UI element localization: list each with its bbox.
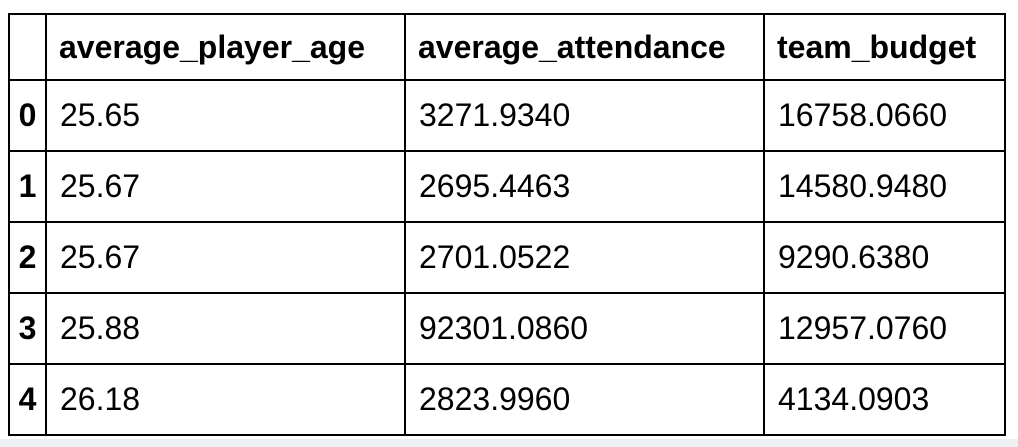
table-cell: 12957.0760	[763, 292, 1006, 365]
header-row: average_player_age average_attendance te…	[8, 13, 1006, 81]
row-index: 2	[8, 221, 47, 294]
dataframe-table: average_player_age average_attendance te…	[8, 13, 1006, 436]
row-index: 4	[8, 363, 47, 436]
table-row: 4 26.18 2823.9960 4134.0903	[8, 363, 1006, 436]
table-header: average_player_age average_attendance te…	[8, 13, 1006, 81]
table-cell: 2701.0522	[404, 221, 765, 294]
next-cell-top-edge	[0, 439, 1018, 447]
table-cell: 25.67	[45, 221, 406, 294]
table-cell: 25.67	[45, 150, 406, 223]
column-header-team-budget: team_budget	[763, 13, 1006, 81]
table-row: 2 25.67 2701.0522 9290.6380	[8, 221, 1006, 294]
table-cell: 3271.9340	[404, 79, 765, 152]
table-body: 0 25.65 3271.9340 16758.0660 1 25.67 269…	[8, 79, 1006, 436]
table-cell: 14580.9480	[763, 150, 1006, 223]
table-cell: 25.88	[45, 292, 406, 365]
table-cell: 9290.6380	[763, 221, 1006, 294]
column-header-average-attendance: average_attendance	[404, 13, 765, 81]
table-row: 0 25.65 3271.9340 16758.0660	[8, 79, 1006, 152]
table-cell: 4134.0903	[763, 363, 1006, 436]
table-cell: 2823.9960	[404, 363, 765, 436]
column-header-average-player-age: average_player_age	[45, 13, 406, 81]
table-row: 3 25.88 92301.0860 12957.0760	[8, 292, 1006, 365]
row-index: 3	[8, 292, 47, 365]
row-index: 0	[8, 79, 47, 152]
corner-cell	[8, 13, 47, 81]
table-cell: 25.65	[45, 79, 406, 152]
table-cell: 2695.4463	[404, 150, 765, 223]
table-row: 1 25.67 2695.4463 14580.9480	[8, 150, 1006, 223]
table-cell: 26.18	[45, 363, 406, 436]
row-index: 1	[8, 150, 47, 223]
table-cell: 92301.0860	[404, 292, 765, 365]
table-cell: 16758.0660	[763, 79, 1006, 152]
